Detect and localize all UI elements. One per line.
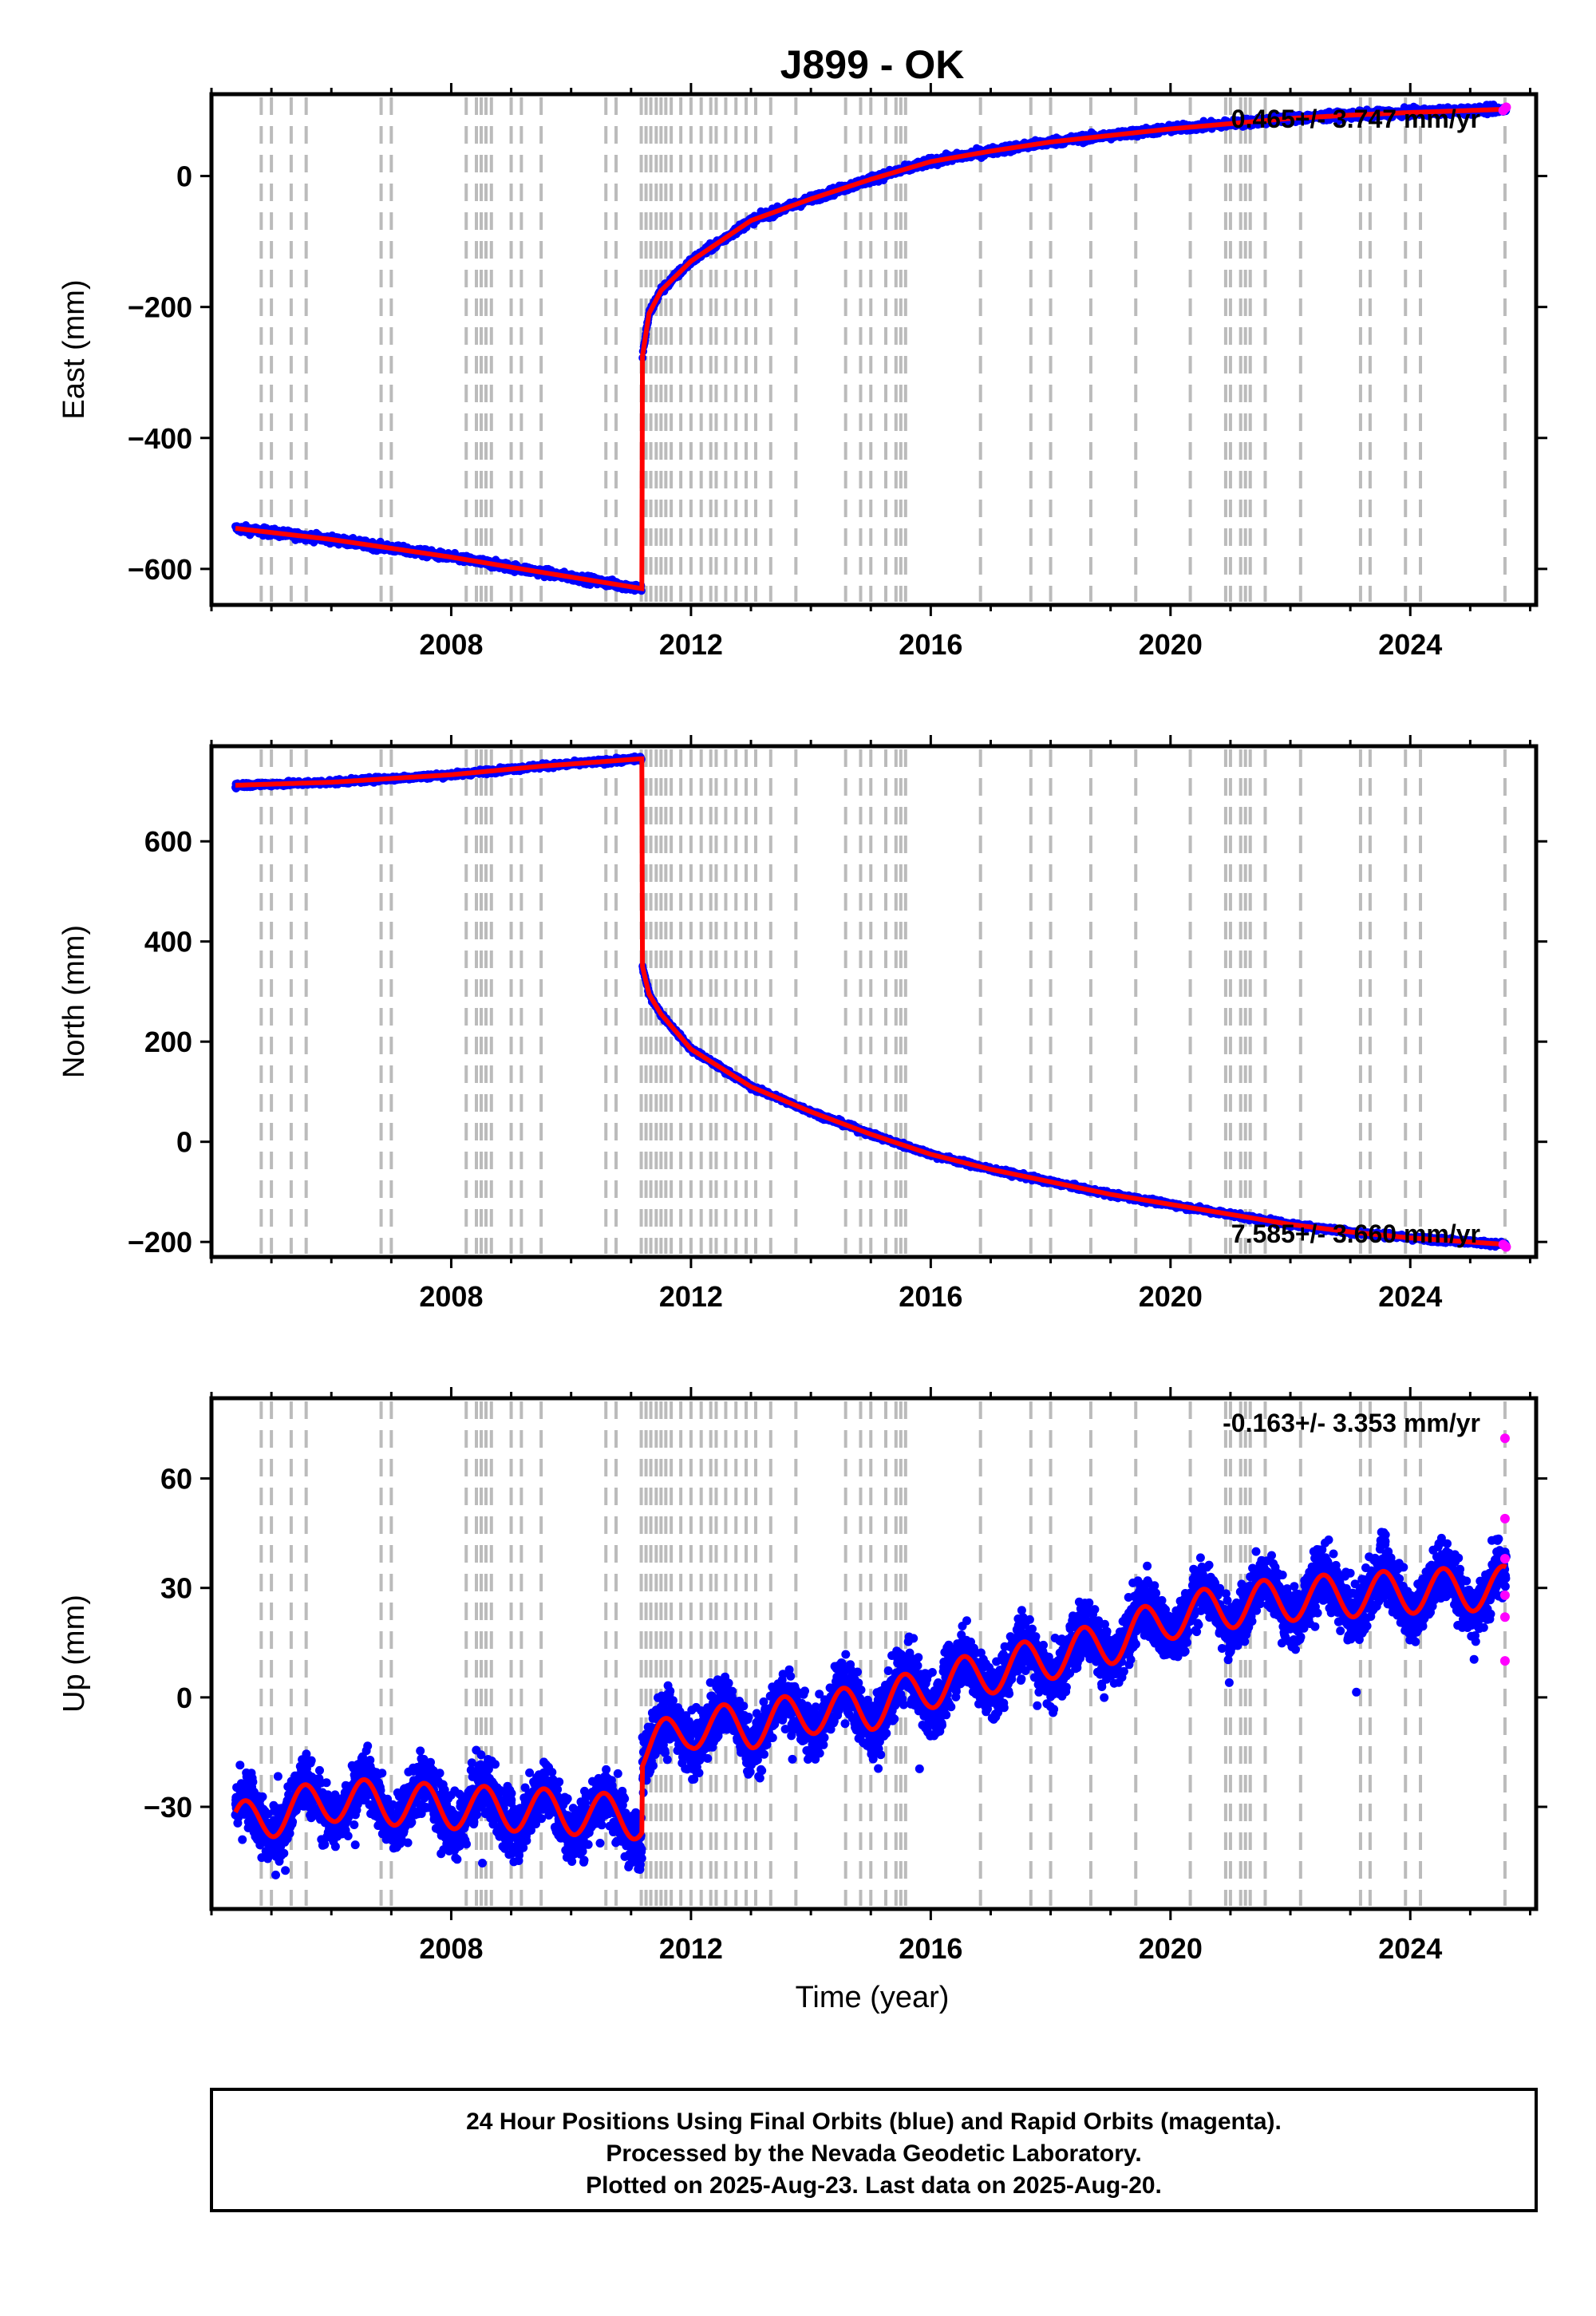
y-tick-label: −200	[128, 291, 192, 324]
event-lines	[259, 749, 1507, 1254]
final-orbit-points	[231, 101, 1511, 595]
y-tick-label: −400	[128, 422, 192, 455]
rapid-point	[1501, 102, 1511, 113]
plot-frame	[209, 92, 1539, 607]
x-tick-label: 2016	[899, 628, 962, 661]
rate-label: 0.465+/- 3.747 mm/yr	[1231, 105, 1480, 133]
x-tick-label: 2024	[1378, 628, 1442, 661]
x-tick-label: 2020	[1139, 628, 1203, 661]
panel-east: −600 −400 −200 0 2008 2012 2016 2020 2024 East (m…	[57, 83, 1547, 661]
y-axis-label: East (mm)	[57, 279, 91, 419]
x-tick-label: 2012	[659, 628, 723, 661]
y-tick-label: −600	[128, 553, 192, 586]
figure-title: J899 - OK	[780, 42, 965, 87]
x-tick-label: 2008	[419, 628, 483, 661]
y-tick-label: 0	[176, 160, 192, 193]
final-orbit-points	[231, 752, 1511, 1251]
